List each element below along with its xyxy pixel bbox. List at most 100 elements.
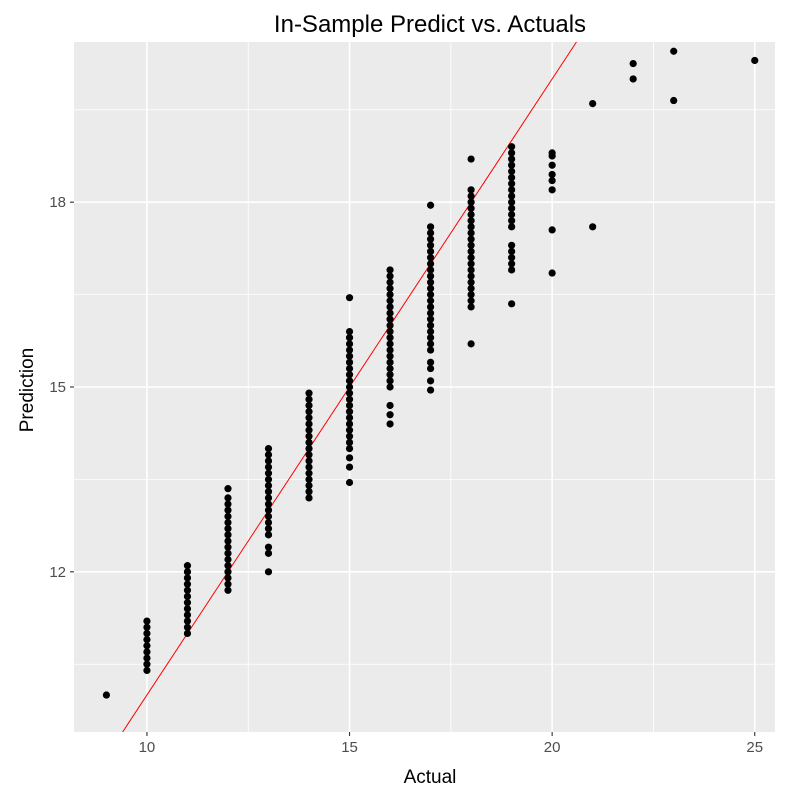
data-point <box>467 241 475 249</box>
data-point <box>345 438 354 447</box>
data-point <box>508 217 516 225</box>
data-point <box>508 161 516 169</box>
data-point <box>264 457 273 465</box>
data-point <box>305 389 313 397</box>
data-point <box>467 272 475 280</box>
data-point <box>264 518 273 527</box>
data-point <box>467 186 475 194</box>
data-point <box>143 642 151 650</box>
data-point <box>345 463 354 471</box>
data-point <box>467 198 475 206</box>
data-point <box>467 254 475 262</box>
data-point <box>467 155 475 163</box>
data-point <box>426 303 435 311</box>
data-point <box>629 75 637 83</box>
data-point <box>426 340 435 348</box>
data-point <box>386 327 394 336</box>
data-point <box>386 340 394 348</box>
data-point <box>264 488 273 496</box>
data-point <box>426 346 435 354</box>
data-point <box>345 352 354 360</box>
data-point <box>183 605 192 613</box>
chart-title: In-Sample Predict vs. Actuals <box>274 11 586 38</box>
data-point <box>345 364 354 373</box>
data-point <box>467 210 475 219</box>
data-point <box>386 284 394 293</box>
data-point <box>143 635 151 644</box>
data-point <box>305 488 313 496</box>
data-point <box>426 377 435 385</box>
x-tick-label: 10 <box>139 739 156 756</box>
data-point <box>508 173 516 182</box>
data-point <box>386 352 394 360</box>
data-point <box>426 327 435 336</box>
data-point <box>508 186 516 194</box>
data-point <box>426 334 435 342</box>
data-point <box>345 334 354 342</box>
data-point <box>426 260 435 268</box>
data-point <box>426 272 435 280</box>
data-point <box>426 297 435 305</box>
data-point <box>589 223 597 231</box>
data-point <box>102 691 111 699</box>
data-point <box>426 284 435 293</box>
data-point <box>264 475 273 484</box>
data-point <box>467 303 475 311</box>
data-point <box>345 377 354 385</box>
data-point <box>305 457 313 465</box>
data-point <box>183 611 192 619</box>
data-point <box>264 494 273 502</box>
data-points <box>102 47 759 699</box>
data-point <box>467 217 475 225</box>
data-point <box>589 100 597 108</box>
data-point <box>224 500 232 508</box>
data-point <box>386 290 394 299</box>
data-point <box>386 371 394 379</box>
data-point <box>386 420 394 428</box>
data-point <box>143 648 151 656</box>
data-point <box>183 586 192 594</box>
data-point <box>305 463 313 471</box>
data-point <box>467 290 475 299</box>
data-point <box>264 568 273 576</box>
data-point <box>183 580 192 588</box>
data-point <box>508 210 516 219</box>
data-point <box>224 512 232 520</box>
data-point <box>426 386 435 394</box>
data-point <box>345 478 354 487</box>
data-point <box>264 525 273 533</box>
data-point <box>508 247 516 256</box>
data-point <box>426 229 435 237</box>
data-point <box>426 254 435 262</box>
data-point <box>305 438 313 447</box>
data-point <box>751 56 759 65</box>
data-point <box>264 543 273 551</box>
data-point <box>143 623 151 631</box>
data-point <box>548 149 556 157</box>
data-point <box>426 315 435 323</box>
x-tick-label: 20 <box>544 739 561 756</box>
data-point <box>508 300 516 308</box>
data-point <box>508 155 516 163</box>
data-point <box>386 411 394 419</box>
data-point <box>386 297 394 305</box>
data-point <box>264 463 273 471</box>
data-point <box>345 426 354 434</box>
data-point <box>143 660 151 668</box>
data-point <box>386 358 394 366</box>
data-point <box>345 408 354 416</box>
data-point <box>386 377 394 385</box>
data-point <box>386 309 394 317</box>
data-point <box>345 383 354 391</box>
data-point <box>183 617 192 625</box>
data-point <box>426 201 435 209</box>
data-point <box>264 469 273 477</box>
data-point <box>467 229 475 237</box>
data-point <box>508 198 516 206</box>
data-point <box>426 247 435 256</box>
data-point <box>183 599 192 607</box>
data-point <box>183 568 192 576</box>
x-axis-title: Actual <box>404 767 457 788</box>
data-point <box>345 346 354 354</box>
data-point <box>224 586 232 594</box>
